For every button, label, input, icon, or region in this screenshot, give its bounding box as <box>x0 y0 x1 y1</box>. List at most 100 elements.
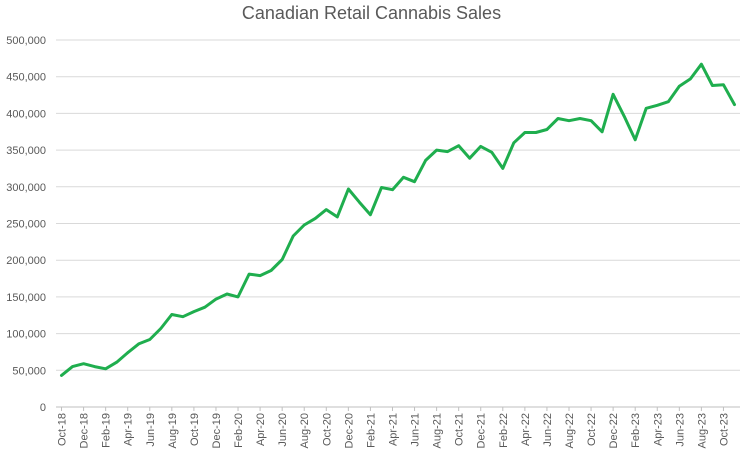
data-point <box>446 150 449 153</box>
x-tick-label: Aug-22 <box>564 413 576 448</box>
x-tick-label: Jun-22 <box>542 413 554 447</box>
data-point <box>104 367 107 371</box>
x-tick-label: Oct-23 <box>718 413 730 446</box>
data-point <box>501 167 505 170</box>
data-point <box>358 201 361 204</box>
x-tick-label: Dec-20 <box>343 413 355 448</box>
x-tick-label: Dec-19 <box>211 413 223 448</box>
x-tick-label: Apr-22 <box>520 413 532 446</box>
x-tick-label: Oct-22 <box>586 413 598 446</box>
x-tick-label: Jun-20 <box>277 413 289 447</box>
data-point <box>722 83 725 86</box>
data-point <box>303 223 306 227</box>
x-tick-label: Jun-21 <box>410 413 422 447</box>
data-point <box>424 159 427 162</box>
data-point <box>247 272 251 276</box>
data-point <box>578 117 582 120</box>
x-tick-label: Feb-20 <box>233 413 245 448</box>
data-point <box>711 84 714 87</box>
y-tick-label: 250,000 <box>6 219 46 231</box>
data-point <box>336 215 339 219</box>
x-tick-label: Aug-20 <box>299 413 311 448</box>
data-point <box>468 156 471 160</box>
y-tick-label: 200,000 <box>6 255 46 267</box>
x-tick-label: Apr-21 <box>387 413 399 446</box>
x-tick-label: Aug-23 <box>696 413 708 448</box>
data-point <box>402 176 405 179</box>
data-point <box>512 141 516 144</box>
data-point <box>269 269 273 272</box>
data-point <box>203 305 207 309</box>
x-tick-label: Apr-20 <box>255 413 267 446</box>
data-point <box>556 117 560 120</box>
data-point <box>700 63 703 66</box>
data-point <box>545 128 549 131</box>
data-point <box>291 234 295 238</box>
y-tick-label: 400,000 <box>6 108 46 120</box>
x-tick-label: Oct-21 <box>454 413 466 446</box>
data-point <box>347 187 350 191</box>
x-tick-label: Oct-20 <box>321 413 333 446</box>
data-point <box>159 327 163 330</box>
x-tick-label: Apr-19 <box>123 413 135 446</box>
data-point <box>60 374 63 377</box>
data-point <box>214 297 218 301</box>
x-tick-label: Apr-23 <box>652 413 664 446</box>
data-point <box>589 119 593 122</box>
data-point <box>115 361 118 364</box>
data-point <box>380 186 383 189</box>
data-point <box>678 85 681 88</box>
y-tick-label: 450,000 <box>6 72 46 84</box>
data-point <box>126 351 129 354</box>
data-point <box>457 144 460 147</box>
y-tick-label: 100,000 <box>6 329 46 341</box>
y-tick-label: 300,000 <box>6 182 46 194</box>
data-point <box>71 365 74 368</box>
data-point <box>567 119 571 122</box>
data-point <box>369 213 372 216</box>
x-tick-label: Dec-21 <box>476 413 488 448</box>
x-tick-label: Feb-19 <box>101 413 113 448</box>
x-tick-label: Jun-19 <box>145 413 157 447</box>
data-point <box>325 208 328 211</box>
y-tick-label: 50,000 <box>12 365 46 377</box>
x-tick-label: Feb-22 <box>498 413 510 448</box>
data-point <box>534 131 538 134</box>
data-point <box>733 103 736 106</box>
y-tick-label: 150,000 <box>6 292 46 304</box>
data-point <box>656 104 659 107</box>
data-point <box>479 145 482 148</box>
data-point <box>645 107 648 110</box>
data-point <box>523 131 527 134</box>
x-tick-label: Jun-23 <box>674 413 686 447</box>
data-point <box>148 338 151 341</box>
y-tick-label: 0 <box>40 402 46 414</box>
x-tick-label: Aug-19 <box>167 413 179 448</box>
data-point <box>667 100 670 103</box>
data-point <box>137 342 140 346</box>
data-point <box>391 188 394 191</box>
data-point <box>314 217 317 220</box>
data-point <box>236 295 240 299</box>
data-point <box>622 115 626 118</box>
data-point <box>611 93 615 96</box>
x-tick-label: Oct-19 <box>189 413 201 446</box>
x-tick-label: Feb-23 <box>630 413 642 448</box>
x-tick-label: Aug-21 <box>432 413 444 448</box>
data-point <box>82 362 85 365</box>
data-point <box>93 365 96 368</box>
data-point <box>192 310 196 313</box>
x-tick-label: Oct-18 <box>57 413 69 446</box>
y-tick-label: 500,000 <box>6 35 46 47</box>
data-point <box>490 151 493 154</box>
data-point <box>225 292 229 296</box>
data-point <box>600 130 604 133</box>
data-point <box>435 148 438 152</box>
data-point <box>258 274 262 277</box>
data-point <box>633 138 637 142</box>
series-line <box>60 62 736 377</box>
data-point <box>280 258 284 261</box>
data-point <box>170 313 174 316</box>
